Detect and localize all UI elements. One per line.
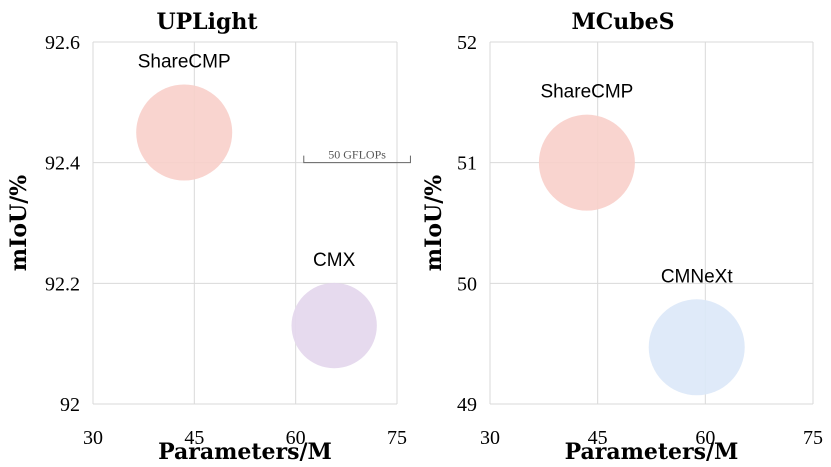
y-tick-label: 49 [457,394,477,416]
bubble-cmnext [648,299,745,396]
bubble-label-cmnext: CMNeXt [661,266,734,287]
x-axis-label: Parameters/M [158,439,332,465]
y-tick-label: 92.6 [45,32,80,54]
bubble-label-sharecmp: ShareCMP [138,52,231,73]
bubble-sharecmp [136,84,233,181]
bubble-cmx [291,282,377,369]
chart-title: MCubeS [571,9,674,35]
bubble-label-cmx: CMX [313,250,356,271]
bubble-label-sharecmp: ShareCMP [540,82,633,103]
y-tick-label: 92.4 [45,153,80,175]
chart-panel-0: 30 45 60 75 92 92.2 92.4 92.6 ShareCMP CMX 50 GFLO… [6,9,411,465]
x-tick-label: 60 [695,427,715,449]
x-tick-label: 30 [83,427,103,449]
y-tick-label: 50 [457,273,477,295]
y-axis-label: mIoU/% [421,175,447,271]
y-tick-label: 51 [457,153,477,175]
chart-title: UPLight [156,9,258,35]
x-tick-label: 75 [387,427,407,449]
x-tick-label: 75 [803,427,823,449]
scale-bracket [303,155,411,164]
y-tick-label: 92.2 [45,273,80,295]
y-axis-label: mIoU/% [6,175,32,271]
x-tick-label: 60 [286,427,306,449]
x-tick-label: 30 [480,427,500,449]
x-tick-label: 45 [588,427,608,449]
x-axis-label: Parameters/M [565,439,739,465]
scale-label: 50 GFLOPs [328,148,386,162]
y-tick-label: 52 [457,32,477,54]
x-tick-label: 45 [184,427,204,449]
chart-panel-1: 30 45 60 75 49 50 51 52 ShareCMP CMNeXt MCubeS Para… [421,9,823,465]
bubble-sharecmp [538,114,635,211]
y-tick-label: 92 [60,394,80,416]
